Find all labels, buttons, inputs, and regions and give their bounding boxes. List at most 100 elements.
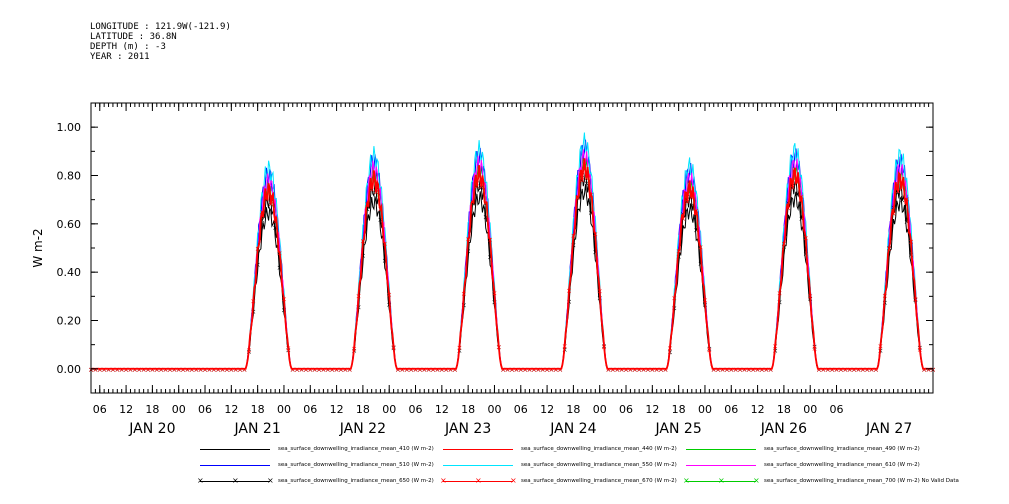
series-marker: × <box>851 366 857 374</box>
x-hour-label: 18 <box>251 403 265 416</box>
x-hour-label: 06 <box>409 403 423 416</box>
series-marker: × <box>847 366 853 374</box>
series-marker: × <box>864 366 870 374</box>
y-tick-label: 0.60 <box>57 218 82 231</box>
series-marker: × <box>487 254 493 262</box>
series-marker: × <box>921 366 927 374</box>
series-marker: × <box>465 247 471 255</box>
series-marker: × <box>623 366 629 374</box>
series-marker: × <box>198 366 204 374</box>
series-marker: × <box>395 366 401 374</box>
series-marker: × <box>171 366 177 374</box>
series-marker: × <box>220 366 226 374</box>
series-marker: × <box>413 366 419 374</box>
series-marker: × <box>553 366 559 374</box>
series-marker: × <box>904 218 910 226</box>
series-marker: × <box>860 366 866 374</box>
series-marker: × <box>391 344 397 352</box>
series-marker: × <box>926 366 932 374</box>
series-marker: × <box>334 366 340 374</box>
series-marker: × <box>768 366 774 374</box>
series-marker: × <box>342 366 348 374</box>
series-marker: × <box>715 366 721 374</box>
series-marker: × <box>395 366 401 374</box>
y-tick-label: 0.40 <box>57 266 82 279</box>
x-hour-label: 06 <box>198 403 212 416</box>
series-marker: × <box>439 366 445 374</box>
series-marker: × <box>189 366 195 374</box>
series-marker: × <box>724 366 730 374</box>
series-marker: × <box>649 366 655 374</box>
series-marker: × <box>443 366 449 374</box>
series-marker: × <box>163 366 169 374</box>
series-marker: × <box>360 238 366 246</box>
series-marker: × <box>369 186 375 194</box>
series-marker: × <box>320 366 326 374</box>
series-marker: × <box>728 366 734 374</box>
series-marker: × <box>149 366 155 374</box>
series-marker: × <box>667 344 673 352</box>
series-layer: ××××××××××××××××××××××××××××××××××××××××… <box>88 132 936 374</box>
series-marker: × <box>759 366 765 374</box>
series-marker: × <box>97 366 103 374</box>
series-marker: × <box>136 366 142 374</box>
series-marker: × <box>917 346 923 354</box>
series-marker: × <box>141 366 147 374</box>
series-marker: × <box>829 366 835 374</box>
series-marker: × <box>233 366 239 374</box>
series-marker: × <box>417 366 423 374</box>
series-marker: × <box>224 366 230 374</box>
series-marker: × <box>720 366 726 374</box>
series-marker: × <box>277 249 283 257</box>
series-marker: × <box>825 366 831 374</box>
metadata-block: LONGITUDE : 121.9W(-121.9) LATITUDE : 36… <box>90 22 231 62</box>
series-marker: × <box>614 366 620 374</box>
series-marker: × <box>750 366 756 374</box>
series-marker: × <box>329 366 335 374</box>
series-marker: × <box>557 366 563 374</box>
series-marker: × <box>154 366 160 374</box>
series-marker: × <box>535 366 541 374</box>
series-marker: × <box>461 290 467 298</box>
series-marker: × <box>886 245 892 253</box>
series-marker: × <box>689 194 695 202</box>
series-marker: × <box>711 366 717 374</box>
series-marker: × <box>869 366 875 374</box>
series-marker: × <box>527 366 533 374</box>
series-marker: × <box>820 366 826 374</box>
series-marker: × <box>487 236 493 244</box>
year-label: YEAR : 2011 <box>90 52 150 62</box>
series-marker: × <box>114 366 120 374</box>
x-hour-label: 12 <box>540 403 554 416</box>
x-day-label: JAN 20 <box>128 421 175 437</box>
series-marker: × <box>119 366 125 374</box>
series-marker: × <box>294 366 300 374</box>
series-marker: × <box>544 366 550 374</box>
x-hour-label: 00 <box>172 403 186 416</box>
series-marker: × <box>781 240 787 248</box>
series-marker: × <box>167 366 173 374</box>
series-marker: × <box>606 366 612 374</box>
series-marker: × <box>242 366 248 374</box>
series-marker: × <box>724 366 730 374</box>
series-marker: × <box>908 238 914 246</box>
series-marker: × <box>733 366 739 374</box>
x-day-label: JAN 23 <box>444 421 491 437</box>
y-tick-label: 1.00 <box>57 121 82 134</box>
x-hour-label: 06 <box>830 403 844 416</box>
series-marker: × <box>799 215 805 223</box>
series-marker: × <box>378 206 384 214</box>
series-marker: × <box>592 230 598 238</box>
series-marker: × <box>864 366 870 374</box>
series-marker: × <box>557 366 563 374</box>
series-marker: × <box>435 366 441 374</box>
series-marker: × <box>807 292 813 300</box>
x-day-label: JAN 26 <box>760 421 807 437</box>
series-marker: × <box>110 366 116 374</box>
series-marker: × <box>465 235 471 243</box>
series-marker: × <box>654 366 660 374</box>
series-marker: × <box>435 366 441 374</box>
series-marker: × <box>382 257 388 265</box>
series-marker: × <box>588 209 594 217</box>
series-marker: × <box>228 366 234 374</box>
